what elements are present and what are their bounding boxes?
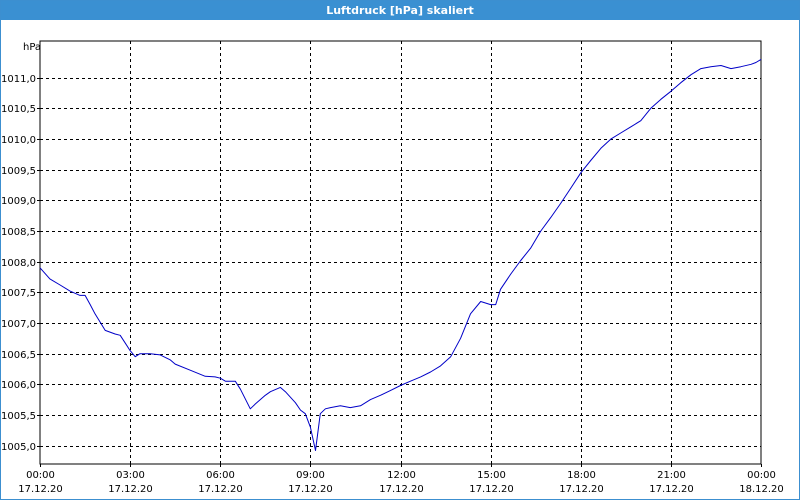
plot-frame	[39, 40, 762, 465]
y-tick-label: 1008,0	[1, 258, 36, 269]
x-tick-date-label: 17.12.20	[469, 484, 514, 495]
x-tick-time-label: 12:00	[387, 470, 416, 481]
x-tick-date-label: 17.12.20	[198, 484, 243, 495]
x-tick-time-label: 21:00	[657, 470, 686, 481]
grid-lines	[40, 41, 761, 464]
x-tick-date-label: 17.12.20	[108, 484, 153, 495]
x-tick-date-label: 17.12.20	[649, 484, 694, 495]
y-axis-unit-label: hPa	[23, 42, 41, 53]
y-tick-label: 1010,0	[1, 135, 36, 146]
pressure-chart: hPa 1011,0 1010,5 1010,0 1009,5 1009,0 1008,5…	[1, 40, 784, 495]
y-tick-label: 1005,5	[1, 411, 36, 422]
x-tick-time-label: 15:00	[477, 470, 506, 481]
x-tick-date-label: 18.12.20	[739, 484, 784, 495]
y-tick-label: 1009,0	[1, 196, 36, 207]
pressure-series-line	[39, 58, 762, 451]
window-title: Luftdruck [hPa] skaliert	[1, 1, 799, 20]
y-tick-label: 1008,5	[1, 227, 36, 238]
y-tick-label: 1011,0	[1, 74, 36, 85]
y-tick-label: 1010,5	[1, 104, 36, 115]
x-tick-date-label: 17.12.20	[379, 484, 424, 495]
series-group	[39, 58, 762, 451]
x-tick-time-label: 00:00	[747, 470, 776, 481]
y-tick-label: 1007,0	[1, 319, 36, 330]
x-tick-time-label: 06:00	[206, 470, 235, 481]
x-axis-ticks: 00:00 17.12.20 03:00 17.12.20 06:00 17.12.20 0…	[18, 464, 784, 495]
y-tick-label: 1007,5	[1, 288, 36, 299]
x-tick-time-label: 00:00	[26, 470, 55, 481]
y-tick-label: 1006,0	[1, 380, 36, 391]
y-tick-label: 1009,5	[1, 166, 36, 177]
x-tick-time-label: 09:00	[296, 470, 325, 481]
x-tick-date-label: 17.12.20	[559, 484, 604, 495]
x-tick-date-label: 17.12.20	[288, 484, 333, 495]
x-tick-time-label: 03:00	[116, 470, 145, 481]
y-tick-label: 1006,5	[1, 350, 36, 361]
x-tick-date-label: 17.12.20	[18, 484, 63, 495]
y-axis-ticks: 1011,0 1010,5 1010,0 1009,5 1009,0 1008,5 1008…	[1, 74, 40, 453]
x-tick-time-label: 18:00	[567, 470, 596, 481]
plot-area	[40, 41, 761, 464]
y-tick-label: 1005,0	[1, 442, 36, 453]
